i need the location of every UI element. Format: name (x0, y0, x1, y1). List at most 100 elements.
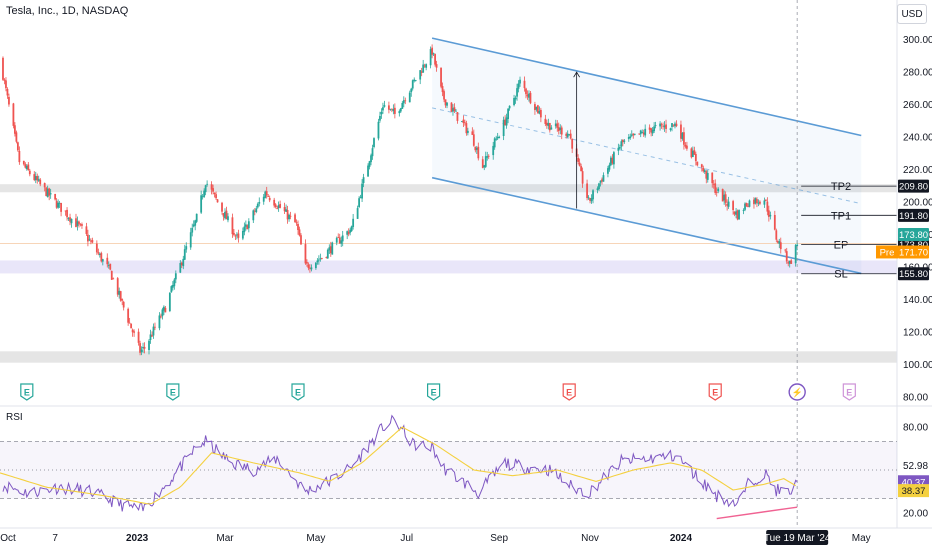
candle[interactable] (46, 185, 49, 198)
candle[interactable] (236, 232, 238, 240)
candle[interactable] (434, 53, 436, 67)
candle[interactable] (778, 238, 781, 249)
candle[interactable] (200, 190, 203, 214)
candle[interactable] (744, 202, 746, 212)
candle[interactable] (612, 150, 615, 169)
earnings-icon[interactable]: E (291, 383, 305, 401)
candle[interactable] (294, 212, 296, 223)
candle[interactable] (775, 228, 778, 243)
candle[interactable] (431, 44, 434, 59)
candle[interactable] (788, 260, 791, 268)
candle[interactable] (410, 87, 413, 97)
candle[interactable] (377, 118, 380, 141)
candle[interactable] (769, 211, 772, 220)
candle[interactable] (66, 207, 68, 221)
candle[interactable] (665, 119, 667, 134)
candle[interactable] (314, 262, 317, 270)
candle[interactable] (89, 238, 92, 245)
candle[interactable] (717, 187, 720, 194)
rsi-ma-line[interactable] (0, 426, 796, 505)
candle[interactable] (601, 177, 603, 185)
candle[interactable] (392, 104, 395, 115)
candle[interactable] (598, 182, 600, 191)
candle[interactable] (633, 133, 636, 136)
candle[interactable] (297, 220, 299, 235)
candle[interactable] (64, 210, 67, 216)
candle[interactable] (565, 132, 568, 139)
candle[interactable] (702, 165, 705, 173)
candle[interactable] (36, 173, 39, 184)
candle[interactable] (487, 154, 490, 160)
candle[interactable] (335, 236, 338, 246)
candle[interactable] (498, 135, 501, 139)
candle[interactable] (100, 251, 103, 263)
candle[interactable] (222, 213, 225, 221)
candle[interactable] (277, 201, 280, 212)
dividend-flash-icon[interactable]: ⚡ (788, 383, 806, 401)
candle[interactable] (644, 124, 647, 138)
candle[interactable] (724, 191, 727, 207)
candle[interactable] (446, 101, 448, 109)
candle[interactable] (559, 124, 562, 135)
candle[interactable] (794, 243, 797, 267)
earnings-icon[interactable]: E (427, 383, 441, 401)
candle[interactable] (727, 196, 730, 209)
candle[interactable] (276, 205, 279, 210)
candle[interactable] (118, 287, 121, 299)
candle[interactable] (441, 82, 444, 97)
candle[interactable] (54, 193, 57, 201)
candle[interactable] (298, 226, 301, 237)
candle[interactable] (444, 99, 447, 108)
candle[interactable] (227, 213, 229, 223)
candle[interactable] (370, 153, 372, 166)
candle[interactable] (379, 111, 381, 123)
candle[interactable] (611, 154, 614, 165)
candle[interactable] (212, 184, 214, 195)
candle[interactable] (535, 106, 538, 112)
candle[interactable] (173, 277, 176, 290)
candle[interactable] (413, 77, 416, 83)
candle[interactable] (681, 132, 684, 141)
candle[interactable] (60, 202, 62, 217)
candle[interactable] (590, 194, 593, 204)
candle[interactable] (262, 193, 265, 205)
candle[interactable] (244, 220, 247, 231)
candle[interactable] (28, 168, 31, 177)
candle[interactable] (471, 127, 474, 135)
candle[interactable] (408, 90, 411, 103)
candle[interactable] (513, 94, 515, 107)
candle[interactable] (148, 339, 150, 355)
candle[interactable] (85, 222, 88, 237)
candle[interactable] (733, 211, 736, 217)
candle[interactable] (160, 313, 162, 319)
candle[interactable] (779, 237, 782, 254)
candle[interactable] (432, 52, 435, 56)
candle[interactable] (137, 328, 140, 346)
candle[interactable] (429, 46, 432, 69)
candle[interactable] (474, 146, 477, 153)
candle[interactable] (550, 125, 553, 130)
candle[interactable] (189, 227, 192, 250)
candle[interactable] (246, 224, 249, 230)
candle[interactable] (422, 59, 425, 73)
candle[interactable] (362, 173, 365, 188)
candle[interactable] (653, 122, 656, 134)
earnings-icon[interactable]: E (708, 383, 722, 401)
candle[interactable] (663, 121, 666, 132)
candle[interactable] (587, 195, 590, 200)
candle[interactable] (554, 119, 557, 129)
candle[interactable] (440, 67, 442, 89)
candle[interactable] (371, 144, 374, 160)
candle[interactable] (151, 331, 153, 337)
candle[interactable] (466, 127, 469, 136)
candle[interactable] (383, 100, 386, 108)
candle[interactable] (419, 70, 422, 85)
candle[interactable] (674, 121, 676, 129)
candle[interactable] (289, 211, 292, 220)
candle[interactable] (711, 172, 714, 188)
candle[interactable] (346, 230, 349, 240)
candle[interactable] (34, 171, 37, 184)
candle[interactable] (745, 202, 748, 207)
candle[interactable] (627, 134, 630, 142)
candle[interactable] (18, 146, 21, 165)
